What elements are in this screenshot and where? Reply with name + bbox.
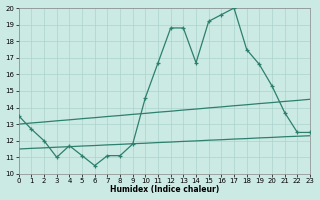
X-axis label: Humidex (Indice chaleur): Humidex (Indice chaleur) [110,185,219,194]
